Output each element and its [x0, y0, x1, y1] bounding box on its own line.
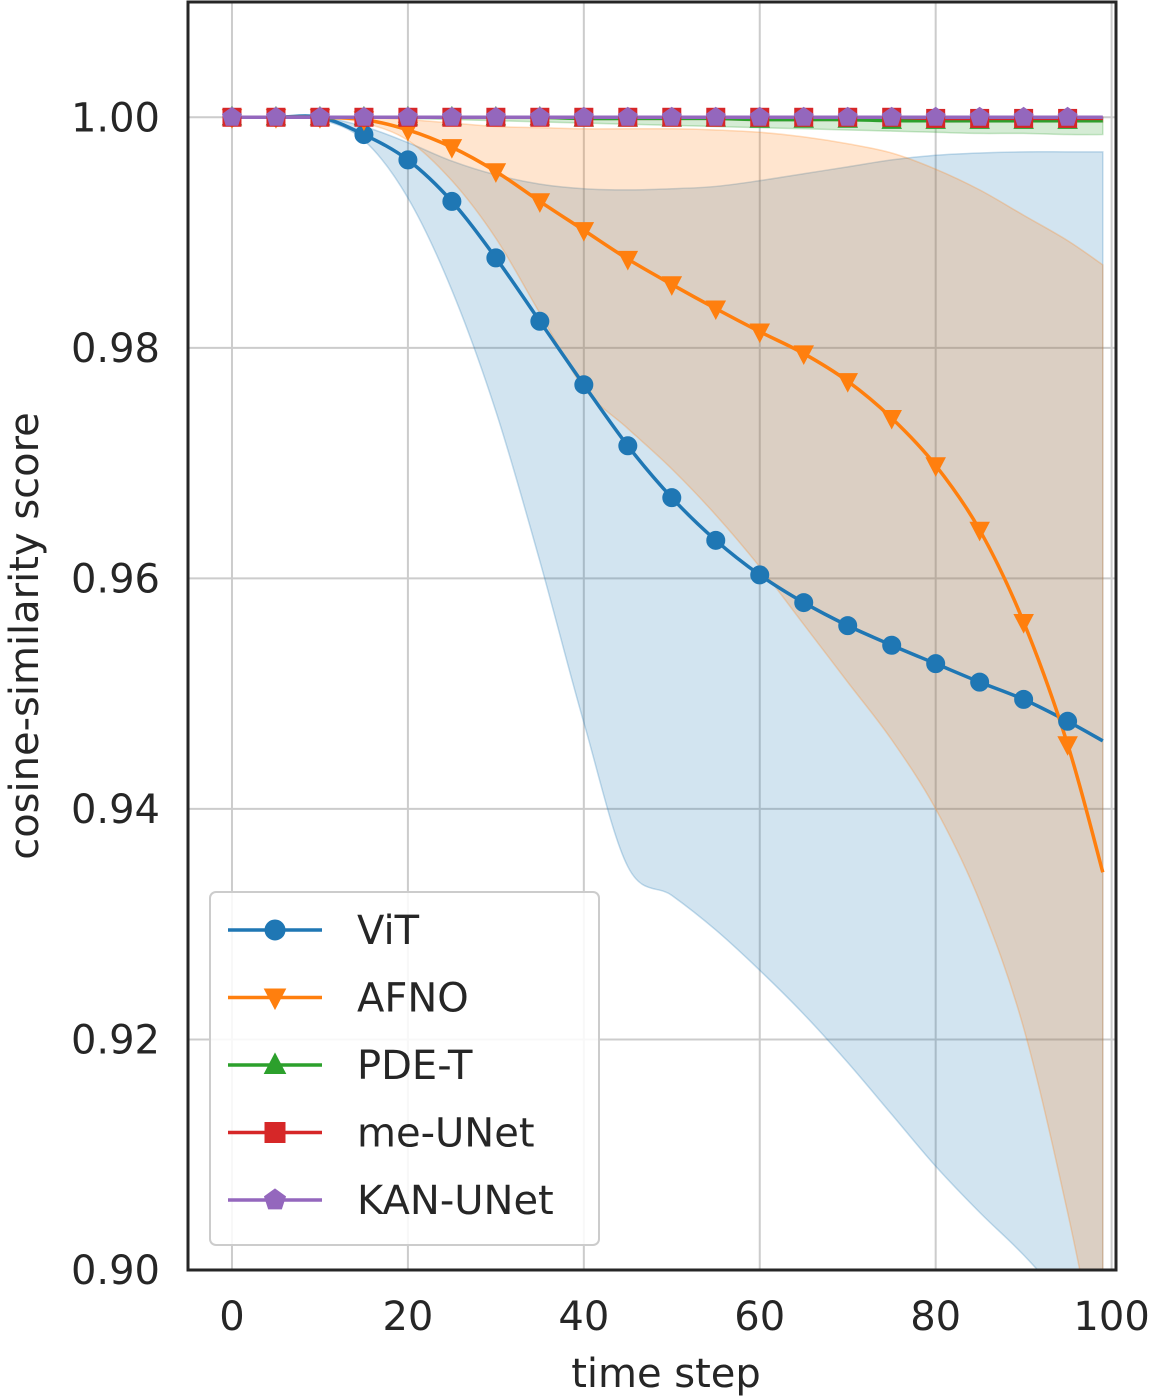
marker-vit — [442, 191, 462, 211]
marker-vit — [662, 488, 682, 508]
marker-kan-unet — [661, 106, 682, 126]
marker-vit — [838, 616, 858, 636]
y-tick-label: 0.98 — [71, 326, 160, 372]
y-tick-label: 0.94 — [71, 787, 160, 833]
marker-vit — [706, 530, 726, 550]
marker-kan-unet — [265, 106, 286, 126]
legend-marker-pde-t — [263, 1052, 287, 1074]
marker-vit — [1014, 689, 1034, 709]
marker-vit — [882, 635, 902, 655]
marker-afno — [969, 521, 990, 542]
marker-afno — [529, 193, 551, 213]
y-tick-label: 0.92 — [71, 1017, 160, 1063]
y-tick-label: 1.00 — [71, 95, 160, 141]
legend-label-vit: ViT — [357, 908, 420, 954]
line-vit — [231, 114, 1104, 743]
marker-afno — [573, 222, 595, 242]
legend-label-afno: AFNO — [357, 976, 469, 1022]
marker-vit — [574, 375, 594, 395]
marker-kan-unet — [925, 106, 946, 126]
legend: ViT AFNO PDE-T me-UNet KAN-UNet — [209, 891, 600, 1246]
y-tick-label: 0.90 — [71, 1248, 160, 1294]
x-axis-label: time step — [571, 1351, 761, 1397]
marker-afno — [441, 139, 463, 159]
marker-afno — [617, 250, 639, 271]
marker-afno — [837, 373, 858, 393]
marker-afno — [749, 323, 771, 344]
marker-kan-unet — [221, 106, 242, 126]
marker-kan-unet — [529, 106, 550, 126]
marker-vit — [530, 311, 550, 331]
marker-kan-unet — [309, 106, 330, 126]
marker-kan-unet — [705, 106, 726, 126]
marker-kan-unet — [969, 106, 990, 126]
series-markers — [221, 105, 1078, 756]
band-vit — [231, 115, 1104, 1270]
x-tick-label: 60 — [734, 1294, 785, 1340]
marker-vit — [750, 565, 770, 585]
y-axis-label: cosine-similarity score — [2, 412, 48, 860]
marker-kan-unet — [353, 106, 374, 126]
marker-kan-unet — [573, 106, 594, 126]
marker-afno — [881, 409, 902, 430]
marker-kan-unet — [793, 106, 814, 126]
marker-afno — [661, 276, 683, 296]
y-axis-ticks: 0.90 0.92 0.94 0.96 0.98 1.00 — [71, 95, 160, 1294]
marker-vit — [926, 654, 946, 674]
marker-kan-unet — [485, 106, 506, 126]
legend-marker-me-unet — [264, 1122, 286, 1143]
plot-frame — [186, 0, 1118, 1272]
marker-afno — [485, 163, 507, 183]
legend-marker-vit — [264, 919, 286, 941]
marker-kan-unet — [441, 106, 462, 126]
x-tick-label: 100 — [1073, 1294, 1149, 1340]
marker-kan-unet — [837, 106, 858, 126]
marker-kan-unet — [881, 106, 902, 126]
legend-marker-afno — [263, 988, 287, 1011]
marker-vit — [1058, 711, 1078, 731]
x-tick-label: 20 — [382, 1294, 433, 1340]
marker-kan-unet — [617, 106, 638, 126]
marker-vit — [794, 593, 814, 613]
marker-kan-unet — [397, 106, 418, 126]
x-tick-label: 0 — [219, 1294, 244, 1340]
x-axis-ticks: 0 20 40 60 80 100 — [219, 1294, 1150, 1340]
marker-vit — [486, 248, 506, 268]
legend-label-kan-unet: KAN-UNet — [357, 1178, 554, 1224]
x-tick-label: 80 — [910, 1294, 961, 1340]
legend-label-pde-t: PDE-T — [357, 1043, 473, 1089]
legend-marker-kan-unet — [263, 1188, 287, 1210]
x-tick-label: 40 — [558, 1294, 609, 1340]
legend-label-me-unet: me-UNet — [357, 1111, 535, 1157]
marker-afno — [1013, 614, 1034, 634]
y-tick-label: 0.96 — [71, 556, 160, 602]
marker-kan-unet — [1057, 106, 1078, 126]
marker-kan-unet — [749, 106, 770, 126]
marker-afno — [705, 300, 727, 321]
legend-frame — [209, 891, 600, 1246]
line-afno — [231, 115, 1105, 873]
marker-vit — [618, 436, 638, 456]
marker-afno — [925, 457, 946, 477]
marker-afno — [1057, 736, 1078, 756]
marker-vit — [398, 150, 418, 170]
marker-afno — [793, 345, 815, 366]
marker-kan-unet — [1013, 106, 1034, 126]
marker-vit — [970, 672, 990, 692]
